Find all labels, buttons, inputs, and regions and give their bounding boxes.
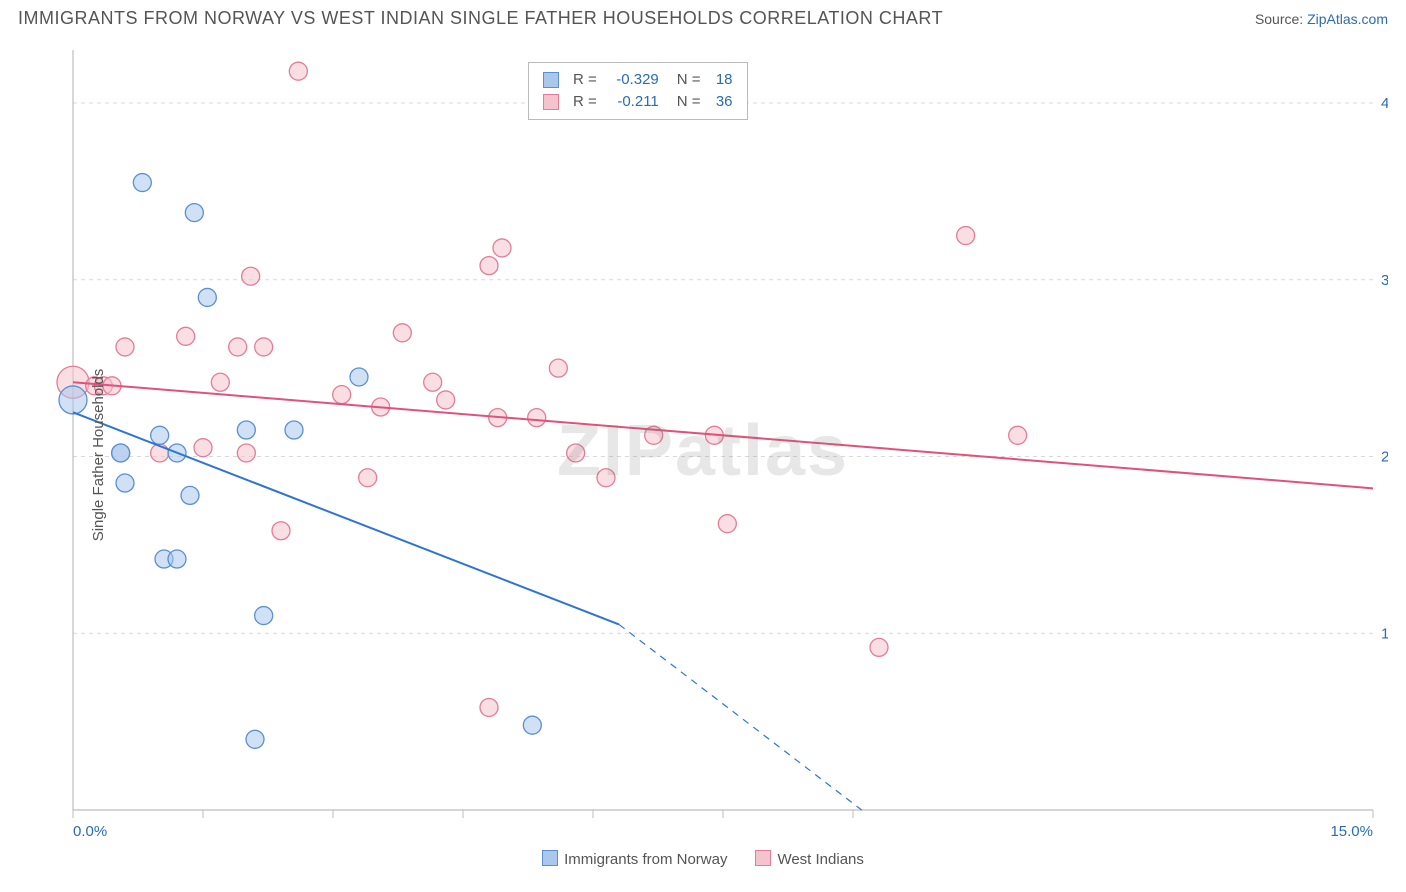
legend-item: Immigrants from Norway xyxy=(542,850,727,868)
svg-text:15.0%: 15.0% xyxy=(1330,823,1373,840)
y-axis-label: Single Father Households xyxy=(90,369,107,542)
legend-swatch-icon xyxy=(542,850,558,866)
correlation-legend: R = -0.329 N = 18 R = -0.211 N = 36 xyxy=(528,62,748,120)
source-link[interactable]: ZipAtlas.com xyxy=(1307,11,1388,27)
legend-item: West Indians xyxy=(755,850,863,868)
scatter-plot-svg: 1.0% 2.0% 3.0% 4.0% 0.0% 15.0% xyxy=(18,40,1388,850)
chart-header: IMMIGRANTS FROM NORWAY VS WEST INDIAN SI… xyxy=(0,0,1406,35)
source-attribution: Source: ZipAtlas.com xyxy=(1255,11,1388,27)
svg-text:0.0%: 0.0% xyxy=(73,823,107,840)
series-legend: Immigrants from Norway West Indians xyxy=(18,850,1388,868)
chart-area: Single Father Households ZIPatlas 1.0%2.… xyxy=(18,40,1388,870)
svg-text:2.0%: 2.0% xyxy=(1381,449,1388,466)
svg-text:1.0%: 1.0% xyxy=(1381,625,1388,642)
chart-title: IMMIGRANTS FROM NORWAY VS WEST INDIAN SI… xyxy=(18,8,943,29)
svg-text:3.0%: 3.0% xyxy=(1381,272,1388,289)
legend-swatch-icon xyxy=(755,850,771,866)
svg-text:4.0%: 4.0% xyxy=(1381,95,1388,112)
